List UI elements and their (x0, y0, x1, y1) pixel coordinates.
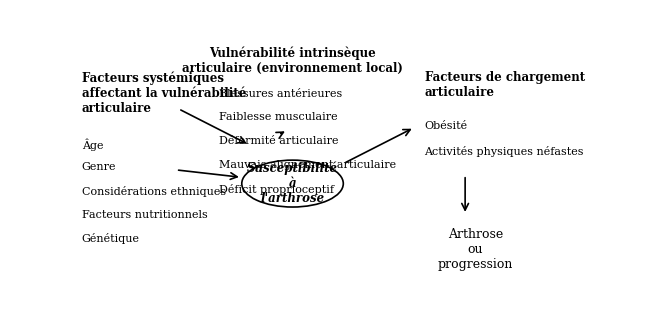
Text: Blessures antérieures: Blessures antérieures (219, 89, 342, 99)
Text: Obésité: Obésité (424, 121, 468, 131)
Text: Facteurs de chargement
articulaire: Facteurs de chargement articulaire (424, 71, 585, 99)
Text: Considérations ethniques: Considérations ethniques (82, 186, 226, 197)
Text: Facteurs systémiques
affectant la vulnérabilité
articulaire: Facteurs systémiques affectant la vulnér… (82, 71, 246, 115)
Text: Arthrose
ou
progression: Arthrose ou progression (438, 228, 513, 272)
Text: Susceptibilité
à
l'arthrose: Susceptibilité à l'arthrose (247, 162, 338, 205)
Text: Mauvais alignement articulaire: Mauvais alignement articulaire (219, 160, 396, 170)
Text: Âge: Âge (82, 139, 103, 151)
Text: Facteurs nutritionnels: Facteurs nutritionnels (82, 210, 208, 220)
Text: Déformité articulaire: Déformité articulaire (219, 136, 339, 146)
Text: Genre: Genre (82, 162, 117, 172)
Text: Vulnérabilité intrinsèque
articulaire (environnement local): Vulnérabilité intrinsèque articulaire (e… (182, 46, 403, 75)
Text: Déficit proprioceptif: Déficit proprioceptif (219, 184, 334, 195)
Text: Génétique: Génétique (82, 234, 140, 245)
Text: Activités physiques néfastes: Activités physiques néfastes (424, 146, 584, 157)
Text: Faiblesse musculaire: Faiblesse musculaire (219, 112, 337, 122)
